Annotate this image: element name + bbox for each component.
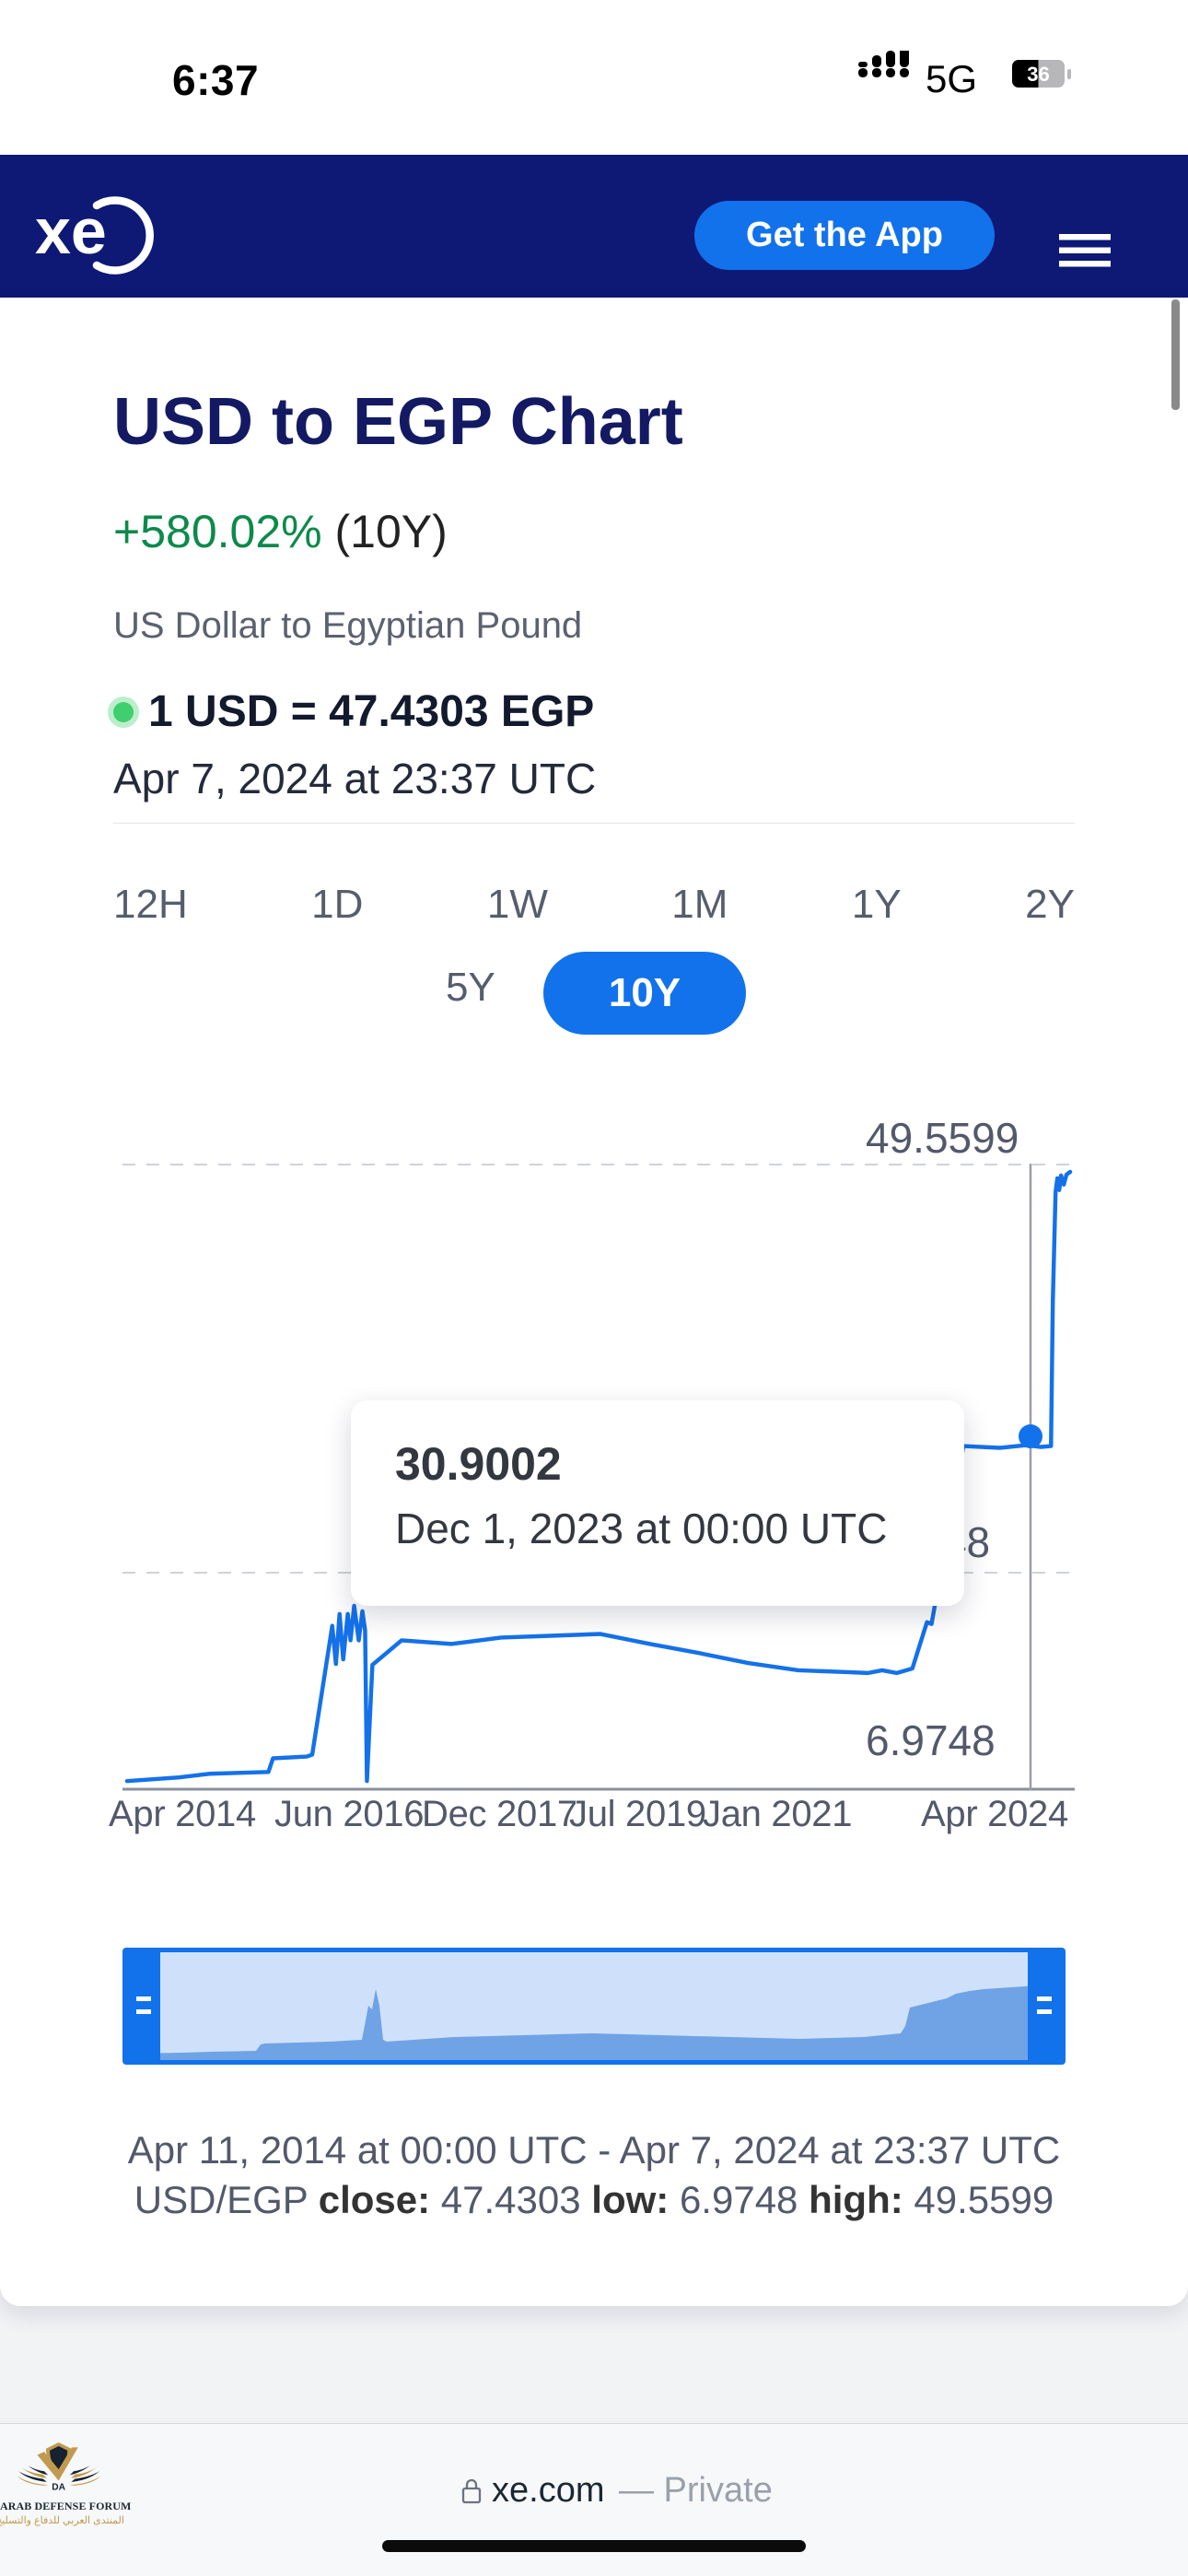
- svg-text:36: 36: [1027, 63, 1049, 86]
- svg-text:DA: DA: [52, 2483, 65, 2493]
